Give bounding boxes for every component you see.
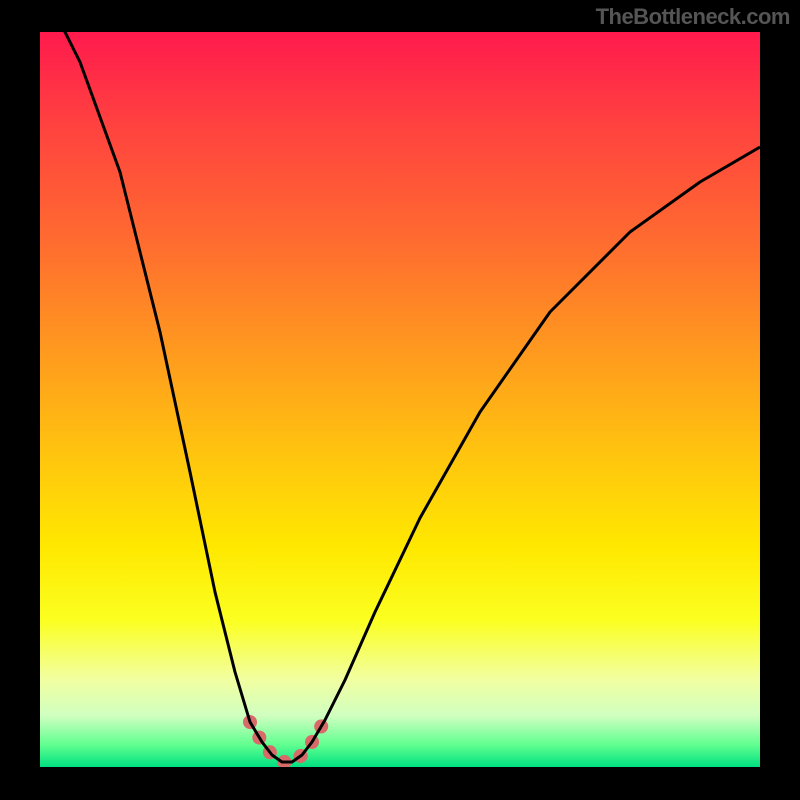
curve-layer [40, 32, 760, 767]
watermark-text: TheBottleneck.com [596, 4, 790, 30]
bottleneck-curve [40, 32, 760, 762]
plot-area [40, 32, 760, 767]
chart-container: TheBottleneck.com [0, 0, 800, 800]
